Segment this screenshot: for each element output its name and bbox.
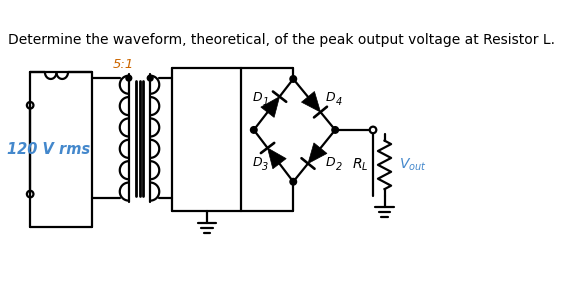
Text: $D$: $D$: [252, 156, 263, 169]
Text: $R_L$: $R_L$: [352, 157, 368, 173]
Circle shape: [126, 75, 132, 81]
Text: 5:1: 5:1: [112, 58, 134, 71]
Polygon shape: [261, 97, 280, 117]
Circle shape: [290, 179, 297, 185]
Text: 3: 3: [262, 162, 269, 172]
Text: $D$: $D$: [252, 91, 263, 104]
Text: 1: 1: [262, 97, 269, 107]
Circle shape: [332, 127, 339, 133]
Text: Determine the waveform, theoretical, of the peak output voltage at Resistor L.: Determine the waveform, theoretical, of …: [8, 33, 555, 47]
Polygon shape: [301, 92, 321, 112]
Text: 4: 4: [336, 97, 342, 107]
Text: $D$: $D$: [325, 156, 336, 169]
Text: $V_{out}$: $V_{out}$: [400, 157, 427, 173]
Circle shape: [250, 127, 257, 133]
Text: 2: 2: [336, 162, 342, 172]
Text: $D$: $D$: [325, 91, 336, 104]
Polygon shape: [267, 148, 286, 169]
Circle shape: [290, 76, 297, 82]
Polygon shape: [308, 143, 327, 164]
Text: 120 V rms: 120 V rms: [7, 142, 91, 157]
Circle shape: [147, 75, 153, 81]
